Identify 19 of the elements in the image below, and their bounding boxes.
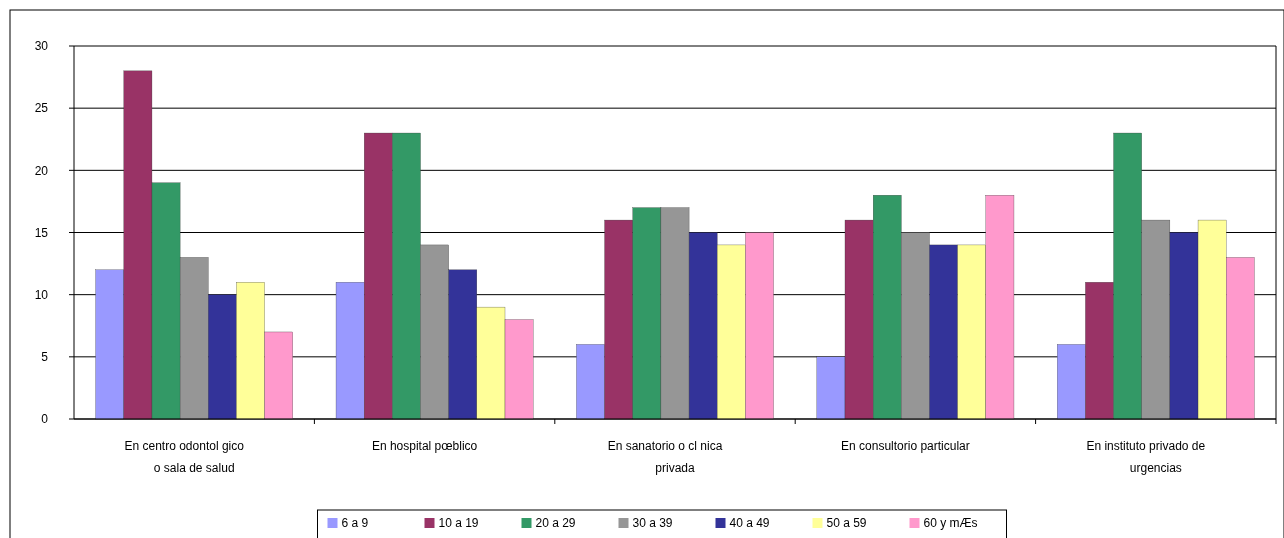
legend-label: 10 a 19 bbox=[438, 516, 479, 531]
y-tick-label: 5 bbox=[41, 350, 49, 365]
legend-label: 60 y mÆs bbox=[923, 516, 978, 531]
y-tick-label: 25 bbox=[34, 101, 49, 116]
x-tick-label: En consultorio particular bbox=[841, 439, 970, 453]
legend-label: 50 a 59 bbox=[826, 516, 867, 531]
y-tick-label: 0 bbox=[41, 412, 49, 427]
y-tick-label: 15 bbox=[34, 225, 49, 240]
legend-label: 20 a 29 bbox=[535, 516, 576, 531]
y-tick-label: 30 bbox=[34, 39, 49, 54]
y-tick-label: 20 bbox=[34, 163, 49, 178]
x-tick-label: En hospital pœblico bbox=[371, 439, 478, 453]
x-tick-label: En centro odontol gico o sala de salud bbox=[124, 439, 245, 475]
x-tick-label: En sanatorio o cl nica privada bbox=[607, 439, 723, 475]
legend-label: 30 a 39 bbox=[632, 516, 673, 531]
y-tick-label: 10 bbox=[34, 287, 49, 302]
x-tick-label: En instituto privado de urgencias bbox=[1086, 439, 1206, 475]
legend-label: 6 a 9 bbox=[341, 516, 369, 531]
legend-label: 40 a 49 bbox=[729, 516, 770, 531]
